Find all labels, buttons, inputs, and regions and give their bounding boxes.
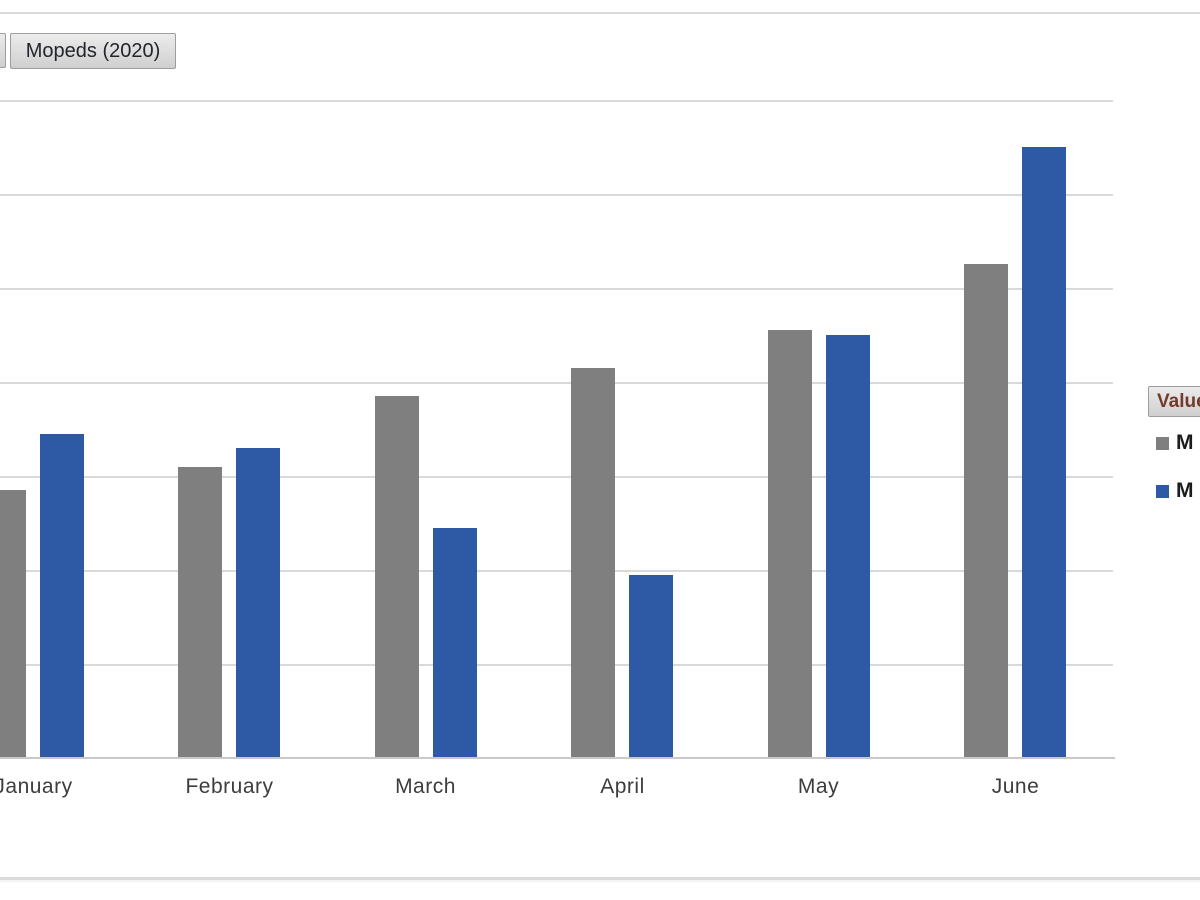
bar-february-series-2[interactable] [236,448,280,758]
legend-item-label-2: M [1176,479,1194,502]
bar-april-series-1[interactable] [571,368,615,758]
series-1-swatch [1156,436,1169,450]
gridline-20 [0,570,1113,572]
gridline-50 [0,288,1113,290]
legend-item-series-2: M [1156,479,1194,503]
bar-april-series-2[interactable] [629,575,673,758]
bar-march-series-2[interactable] [433,528,477,758]
bar-february-series-1[interactable] [178,467,222,758]
chart-title-field-button[interactable]: Mopeds (2020) [10,33,176,69]
legend: Value M M [1148,386,1200,516]
x-axis-label-february: February [185,775,274,798]
bar-march-series-1[interactable] [375,396,419,758]
x-axis-label-june: June [991,775,1040,798]
gridline-40 [0,382,1113,384]
x-axis-label-april: April [600,775,645,798]
legend-value-field-button[interactable]: Value [1148,386,1200,417]
bar-january-series-2[interactable] [40,434,84,758]
x-axis-label-january: January [0,775,73,798]
series-2-swatch [1156,484,1169,498]
bar-may-series-1[interactable] [768,330,812,758]
x-axis-label-may: May [797,775,840,798]
gridline-70 [0,100,1113,102]
bar-june-series-1[interactable] [964,264,1008,758]
gridline-60 [0,194,1113,196]
chart-bottom-border [0,877,1200,882]
x-axis-label-march: March [395,775,456,798]
x-axis-line [0,757,1115,759]
cropped-field-button[interactable] [0,33,6,68]
legend-item-label-1: M [1176,431,1194,454]
gridline-30 [0,476,1113,478]
bar-june-series-2[interactable] [1022,147,1066,758]
chart-top-border [0,12,1200,14]
bar-may-series-2[interactable] [826,335,870,758]
legend-item-series-1: M [1156,431,1194,455]
bar-january-series-1[interactable] [0,490,26,758]
gridline-10 [0,664,1113,666]
